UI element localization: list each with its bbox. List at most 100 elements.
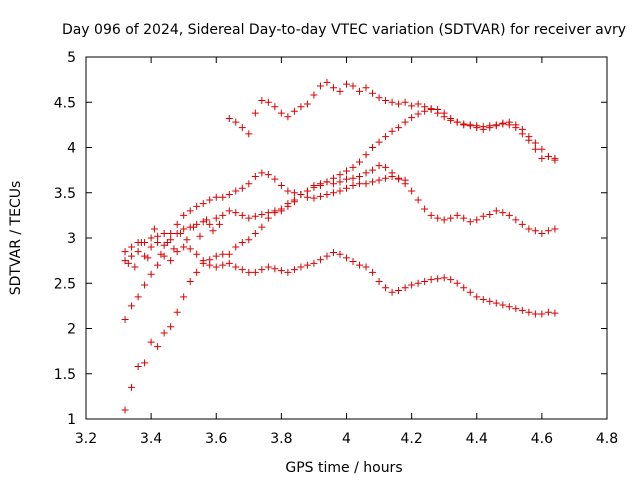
data-point — [167, 323, 175, 331]
data-point — [375, 277, 383, 285]
x-tick-label: 4.8 — [596, 431, 618, 447]
data-point — [356, 180, 364, 188]
data-point — [128, 252, 136, 260]
data-point — [349, 174, 357, 182]
data-point — [427, 105, 435, 113]
y-tick-label: 3.5 — [54, 186, 76, 202]
data-point — [499, 301, 507, 309]
data-point — [323, 191, 331, 199]
data-point — [258, 266, 266, 274]
data-point — [453, 211, 461, 219]
data-point — [121, 315, 129, 323]
data-point — [349, 163, 357, 171]
data-point — [369, 268, 377, 276]
series-track-4-early-peak — [121, 169, 409, 265]
data-point — [251, 268, 259, 276]
data-point — [512, 305, 520, 313]
data-point — [154, 232, 162, 240]
data-point — [343, 80, 350, 88]
data-point — [401, 284, 409, 292]
data-point — [388, 288, 396, 296]
data-point — [128, 383, 136, 391]
data-point — [388, 172, 396, 180]
x-tick-label: 3.4 — [140, 431, 162, 447]
data-point — [427, 276, 435, 284]
data-point — [323, 178, 331, 186]
data-point — [238, 239, 246, 247]
y-tick-label: 5 — [67, 50, 76, 66]
data-point — [196, 232, 204, 240]
data-point — [212, 214, 220, 222]
data-point — [447, 116, 455, 124]
data-point — [388, 127, 396, 135]
data-point — [180, 243, 188, 251]
data-point — [316, 256, 324, 264]
data-point — [238, 184, 246, 192]
data-point — [141, 252, 149, 260]
data-point — [131, 263, 139, 271]
data-point — [395, 124, 403, 132]
data-point — [219, 261, 227, 269]
data-point — [199, 257, 207, 265]
data-point — [343, 254, 350, 262]
data-point — [193, 202, 201, 210]
data-point — [216, 220, 224, 228]
y-tick-label: 2.5 — [54, 276, 76, 292]
data-point — [447, 214, 455, 222]
data-point — [362, 84, 370, 92]
data-point — [434, 214, 442, 222]
y-tick-label: 4 — [67, 141, 76, 157]
data-point — [323, 252, 331, 260]
data-point — [232, 187, 240, 195]
data-point — [525, 225, 533, 233]
data-point — [538, 145, 546, 153]
data-point — [219, 211, 227, 219]
data-point — [189, 223, 197, 231]
data-point — [128, 243, 136, 251]
x-tick-label: 3.8 — [270, 431, 292, 447]
data-point — [356, 158, 364, 166]
data-point — [440, 274, 448, 282]
data-point — [238, 124, 246, 132]
data-point — [251, 212, 259, 220]
data-point — [258, 223, 266, 231]
data-point — [375, 176, 383, 184]
data-point — [251, 172, 259, 180]
data-point — [525, 308, 533, 316]
data-point — [336, 87, 344, 95]
data-point — [141, 281, 149, 289]
data-point — [349, 258, 357, 266]
data-point — [329, 248, 337, 256]
data-point — [440, 216, 448, 224]
data-point — [544, 227, 552, 235]
data-point — [343, 184, 350, 192]
data-point — [134, 293, 142, 301]
data-point — [486, 297, 494, 305]
data-point — [421, 103, 429, 111]
data-point — [173, 308, 181, 316]
data-point — [212, 252, 220, 260]
y-tick-label: 1 — [67, 412, 76, 428]
chart-title: Day 096 of 2024, Sidereal Day-to-day VTE… — [62, 22, 626, 38]
data-point — [157, 250, 165, 258]
data-point — [414, 196, 422, 204]
data-point — [329, 84, 337, 92]
data-point — [479, 212, 487, 220]
data-point — [316, 180, 324, 188]
data-point — [408, 114, 416, 122]
data-point — [395, 174, 403, 182]
data-point — [290, 189, 298, 197]
data-point — [356, 87, 364, 95]
data-point — [362, 151, 370, 159]
data-point — [538, 310, 546, 318]
data-point — [232, 209, 240, 217]
data-point — [531, 145, 539, 153]
data-point — [173, 220, 181, 228]
y-tick-label: 4.5 — [54, 95, 76, 111]
data-point — [219, 193, 227, 201]
data-point — [245, 236, 253, 244]
data-point — [284, 268, 292, 276]
data-point — [258, 210, 266, 218]
data-point — [245, 214, 253, 222]
data-point — [141, 359, 149, 367]
